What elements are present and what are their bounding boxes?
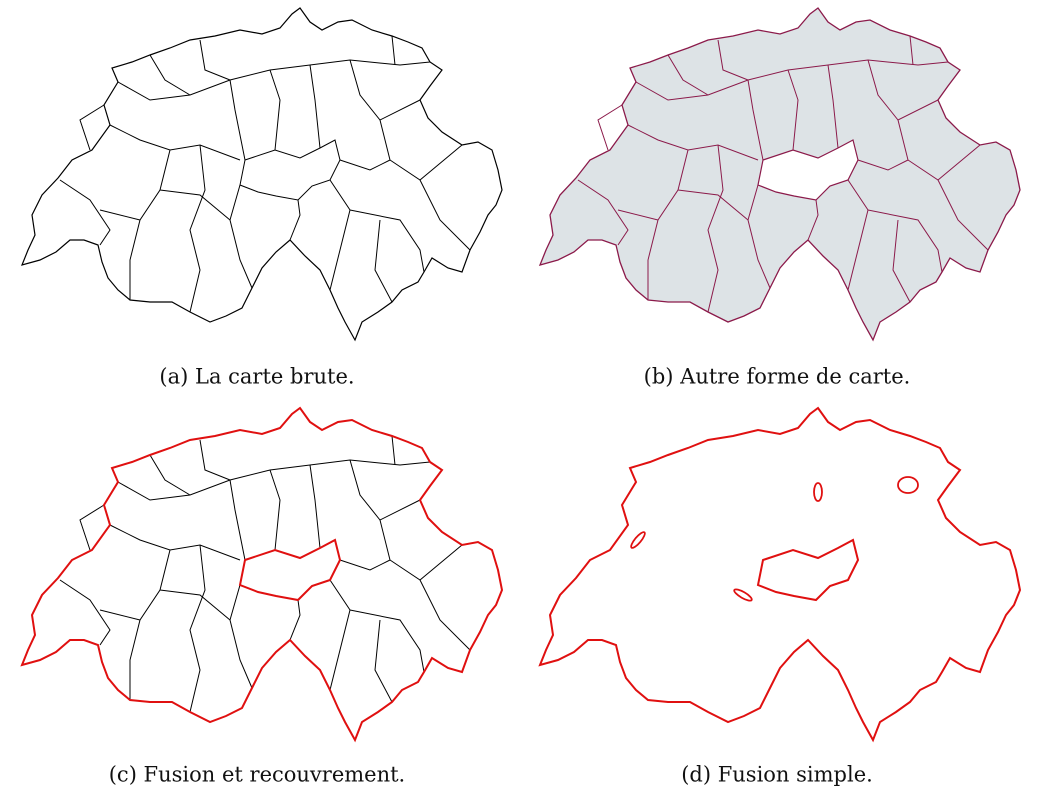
lake xyxy=(813,482,823,502)
lake xyxy=(239,139,341,201)
outline xyxy=(539,407,1021,741)
map-fusion-overlap xyxy=(21,407,503,741)
map-raw xyxy=(21,7,503,341)
caption: (c) Fusion et recouvrement. xyxy=(109,763,406,787)
borders xyxy=(59,35,471,313)
borders xyxy=(59,435,471,713)
lake xyxy=(897,476,919,494)
caption: (b) Autre forme de carte. xyxy=(644,365,911,389)
caption: (a) La carte brute. xyxy=(159,365,354,389)
outline xyxy=(21,407,503,741)
outline xyxy=(21,7,503,341)
lake xyxy=(757,539,859,601)
lake xyxy=(239,539,341,601)
lake xyxy=(630,531,646,549)
caption: (d) Fusion simple. xyxy=(681,763,873,787)
map-fusion-simple xyxy=(539,407,1021,741)
lake xyxy=(733,588,753,602)
map-filled xyxy=(539,7,1021,341)
